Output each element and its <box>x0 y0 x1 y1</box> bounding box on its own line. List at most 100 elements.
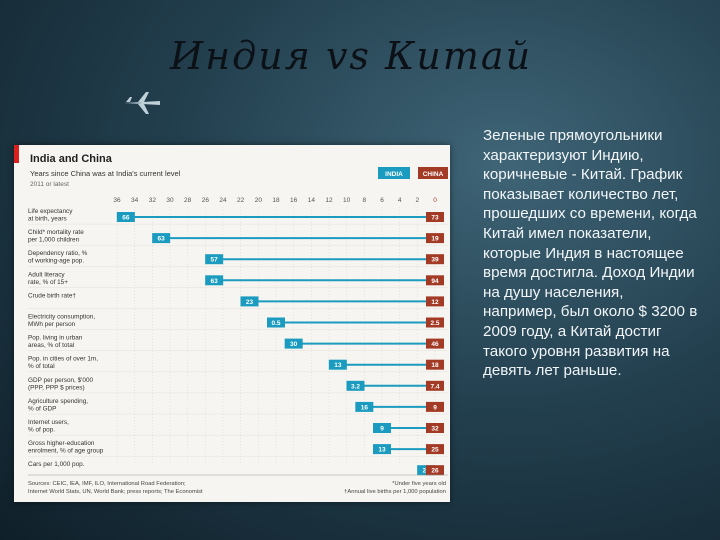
footnote-note-1: *Under five years old <box>392 481 446 487</box>
x-tick-label: 24 <box>219 197 227 204</box>
x-axis: 36 34 32 30 28 26 24 22 20 18 16 14 12 10 8 6 4 2 0 <box>113 197 437 463</box>
row-label-line2: of working-age pop. <box>28 258 84 265</box>
legend: INDIA CHINA <box>378 167 448 179</box>
india-value-label: 9 <box>380 426 384 433</box>
india-marker <box>284 338 303 349</box>
china-value-label: 94 <box>431 278 439 285</box>
footnote-sources-1: Sources: CEIC, IEA, IMF, ILO, Internatio… <box>28 481 186 487</box>
china-value-label: 39 <box>431 257 439 264</box>
x-tick-label: 30 <box>166 197 174 204</box>
legend-china-label: CHINA <box>423 171 444 178</box>
india-marker <box>116 212 135 222</box>
x-tick-label: 26 <box>202 197 210 204</box>
x-tick-label: 10 <box>343 197 351 204</box>
china-marker <box>426 444 444 455</box>
china-value-label: 7.4 <box>430 383 439 390</box>
china-marker <box>426 254 444 265</box>
china-marker <box>426 233 444 244</box>
legend-india-label: INDIA <box>385 171 403 178</box>
x-tick-label: 8 <box>363 197 367 204</box>
row-label-line1: Electricity consumption, <box>28 314 95 321</box>
row-label-line1: Dependency ratio, % <box>28 250 88 257</box>
x-tick-label: 0 <box>433 197 437 204</box>
chart-svg: India and China Years since China was at… <box>14 145 448 495</box>
china-marker <box>426 380 444 391</box>
china-marker <box>426 338 444 349</box>
x-tick-label: 34 <box>131 197 139 204</box>
row-label-line1: Cars per 1,000 pop. <box>28 461 85 468</box>
china-value-label: 73 <box>431 215 439 222</box>
india-value-label: 16 <box>361 404 369 411</box>
chart-subtitle: Years since China was at India's current… <box>30 169 181 178</box>
chart-row: Agriculture spending,% of GDP 16 9 <box>28 392 448 412</box>
chart-red-marker <box>14 145 19 163</box>
chart-subtitle2: 2011 or latest <box>30 181 69 188</box>
chart-row: Dependency ratio, %of working-age pop. 57… <box>28 244 448 265</box>
india-marker <box>205 275 224 286</box>
x-tick-label: 6 <box>380 197 384 204</box>
row-label-line2: per 1,000 children <box>28 237 80 244</box>
chart-row: Internet users,% of pop. 9 32 <box>28 413 448 434</box>
india-marker <box>152 233 171 244</box>
india-value-label: 13 <box>378 447 386 454</box>
china-value-label: 12 <box>431 299 439 306</box>
china-value-label: 9 <box>433 404 437 411</box>
chart-row: GDP per person, $'000(PPP, PPP $ prices)… <box>28 371 448 391</box>
chart-row: Crude birth rate† 23 12 <box>28 287 448 307</box>
india-value-label: 13 <box>334 362 342 369</box>
chart-row: Electricity consumption,MWh per person 0.… <box>28 308 448 328</box>
x-tick-label: 20 <box>255 197 263 204</box>
x-tick-label: 18 <box>272 197 280 204</box>
footnote-note-2: †Annual live births per 1,000 population <box>344 489 446 495</box>
china-value-label: 46 <box>431 341 439 348</box>
row-label-line2: (PPP, PPP $ prices) <box>28 384 85 391</box>
row-label-line2: % of pop. <box>28 427 55 434</box>
x-tick-label: 36 <box>113 197 121 204</box>
row-label-line2: rate, % of 15+ <box>28 279 68 286</box>
china-marker <box>426 296 444 307</box>
row-label-line1: Agriculture spending, <box>28 398 88 405</box>
india-value-label: 30 <box>290 341 298 348</box>
china-marker <box>426 317 444 328</box>
row-label-line2: areas, % of total <box>28 342 74 349</box>
india-marker <box>267 317 285 328</box>
chart-title: India and China <box>30 153 113 165</box>
india-marker <box>373 423 391 433</box>
x-tick-label: 14 <box>308 197 316 204</box>
india-value-label: 0.5 <box>271 320 280 327</box>
india-marker <box>373 444 391 455</box>
row-label-line2: enrolment, % of age group <box>28 448 104 455</box>
x-tick-label: 2 <box>416 197 420 204</box>
india-marker <box>205 254 224 265</box>
india-value-label: 23 <box>246 299 254 306</box>
row-label-line2: % of GDP <box>28 405 56 412</box>
china-value-label: 2.5 <box>430 320 439 327</box>
china-value-label: 26 <box>431 468 439 475</box>
row-label-line2: at birth, years <box>28 216 67 223</box>
chart-row: Pop. in cities of over 1m,% of total 13 18 <box>28 350 448 370</box>
row-label-line1: Gross higher-education <box>28 440 95 447</box>
row-label-line1: Crude birth rate† <box>28 292 76 299</box>
india-value-label: 66 <box>122 215 130 222</box>
india-marker <box>355 401 374 412</box>
china-marker <box>426 359 444 370</box>
x-tick-label: 22 <box>237 197 245 204</box>
footnote-sources-2: Internet World Stats, UN, World Bank; pr… <box>28 489 203 495</box>
row-label-line2: MWh per person <box>28 321 76 328</box>
china-value-label: 18 <box>431 362 439 369</box>
x-tick-label: 16 <box>290 197 298 204</box>
x-tick-label: 28 <box>184 197 192 204</box>
slide-title: Индия vs Китай <box>170 34 533 78</box>
china-marker <box>426 465 444 476</box>
x-tick-label: 32 <box>149 197 157 204</box>
china-marker <box>426 275 444 286</box>
airplane-icon <box>124 92 160 114</box>
row-label-line1: Adult literacy <box>28 271 65 278</box>
row-label-line1: Pop. living in urban <box>28 335 83 342</box>
row-label-line1: Child* mortality rate <box>28 229 84 236</box>
